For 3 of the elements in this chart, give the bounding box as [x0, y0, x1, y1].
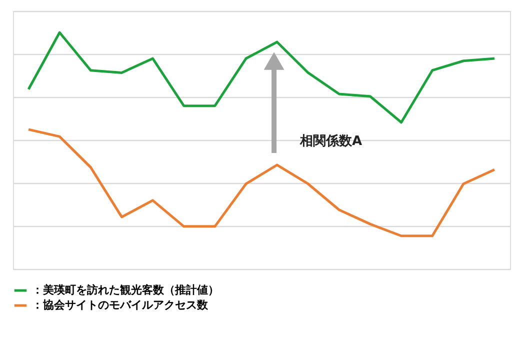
- annotation: 相関係数A: [299, 134, 362, 149]
- legend-label: ：協会サイトのモバイルアクセス数: [32, 298, 209, 312]
- legend-label: ：美瑛町を訪れた観光客数（推計値）: [32, 284, 219, 296]
